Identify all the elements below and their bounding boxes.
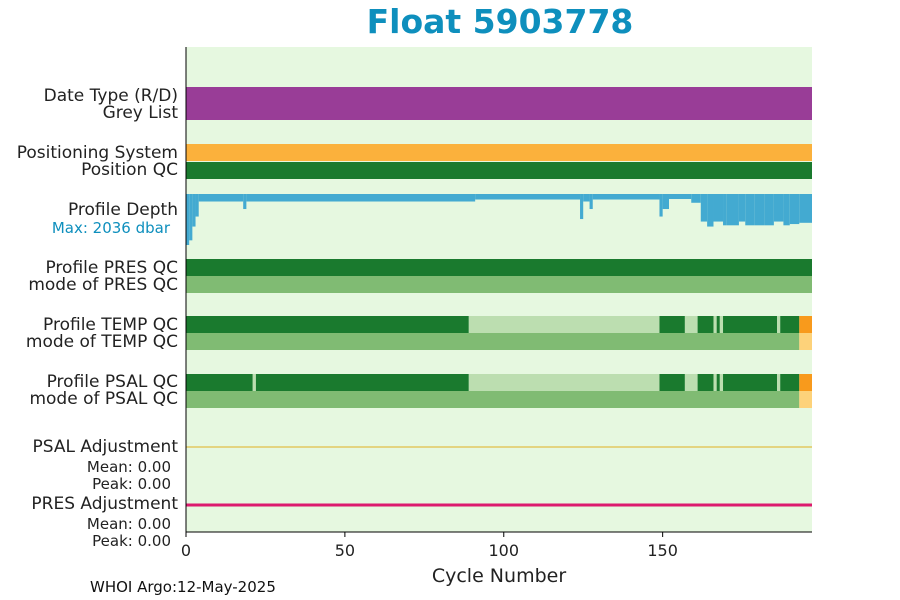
- depth-bar-25: [773, 194, 784, 222]
- depth-bar-2: [192, 194, 196, 227]
- psal-qc-bar-segment-12: [780, 374, 800, 391]
- row-label-date-type: Date Type (R/D): [43, 86, 178, 106]
- x-tick-label-100: 100: [488, 541, 519, 560]
- row-label-psal-qc: Profile PSAL QC: [46, 372, 178, 392]
- row-label-pres-mode: mode of PRES QC: [28, 275, 178, 295]
- depth-bar-10: [589, 194, 593, 210]
- psal-qc-bar-segment-8: [716, 374, 720, 391]
- psal-qc-bar-segment-13: [799, 374, 812, 391]
- psal-peak-label: Peak: 0.00: [92, 475, 171, 493]
- footer-credit: WHOI Argo:12-May-2025: [90, 578, 276, 596]
- depth-bar-26: [783, 194, 790, 226]
- x-tick-label-0: 0: [181, 541, 191, 560]
- pres-peak-label: Peak: 0.00: [92, 532, 171, 550]
- depth-bar-21: [738, 194, 746, 222]
- temp-qc-bar-segment-3: [684, 316, 698, 333]
- greylist-bar-segment-0: [186, 87, 812, 120]
- x-axis-label: Cycle Number: [431, 565, 567, 587]
- depth-bar-20: [726, 194, 739, 226]
- depth-bar-6: [246, 194, 476, 202]
- positioning-bar-segment-0: [186, 144, 812, 161]
- psal-qc-bar-segment-1: [252, 374, 256, 391]
- depth-bar-27: [789, 194, 800, 225]
- depth-bar-3: [195, 194, 199, 217]
- pres-mode-bar-segment-0: [186, 276, 812, 293]
- row-label-positioning-system: Positioning System: [16, 143, 178, 163]
- depth-bar-17: [707, 194, 714, 227]
- temp-qc-bar-segment-4: [697, 316, 714, 333]
- pres-qc-bar-segment-0: [186, 259, 812, 276]
- psal-qc-bar-segment-10: [723, 374, 778, 391]
- depth-bar-19: [723, 194, 727, 226]
- x-tick-label-50: 50: [335, 541, 355, 560]
- psal-qc-bar-segment-6: [697, 374, 714, 391]
- depth-bar-8: [580, 194, 584, 220]
- temp-mode-bar-segment-1: [799, 333, 812, 350]
- depth-bar-28: [799, 194, 812, 223]
- row-label-temp-qc: Profile TEMP QC: [43, 315, 178, 335]
- row-label-grey-list: Grey List: [102, 103, 178, 123]
- temp-qc-bar-segment-11: [799, 316, 812, 333]
- max-depth-label: Max: 2036 dbar: [51, 219, 170, 237]
- depth-bar-14: [669, 194, 692, 200]
- psal-qc-bar-segment-3: [468, 374, 660, 391]
- temp-qc-bar-segment-5: [713, 316, 717, 333]
- row-label-pres-qc: Profile PRES QC: [45, 258, 178, 278]
- depth-bar-5: [243, 194, 247, 210]
- temp-qc-bar-segment-10: [780, 316, 800, 333]
- psal-qc-bar-segment-7: [713, 374, 717, 391]
- position-qc-bar-segment-0: [186, 162, 812, 179]
- row-label-psal-adjustment: PSAL Adjustment: [32, 437, 178, 457]
- temp-qc-bar-segment-6: [716, 316, 720, 333]
- psal-mode-bar-segment-0: [186, 391, 800, 408]
- row-label-pres-adjustment: PRES Adjustment: [31, 494, 178, 514]
- chart-title: Float 5903778: [366, 2, 634, 41]
- row-label-position-qc: Position QC: [81, 160, 178, 180]
- row-label-psal-mode: mode of PSAL QC: [29, 389, 178, 409]
- depth-bar-15: [691, 194, 701, 203]
- temp-qc-bar-segment-2: [659, 316, 685, 333]
- psal-qc-bar-segment-4: [659, 374, 685, 391]
- row-label-profile-depth: Profile Depth: [67, 200, 178, 220]
- pres-mean-label: Mean: 0.00: [86, 515, 171, 533]
- temp-mode-bar-segment-0: [186, 333, 800, 350]
- temp-qc-bar-segment-0: [186, 316, 469, 333]
- depth-bar-24: [764, 194, 774, 226]
- row-label-temp-mode: mode of TEMP QC: [25, 332, 178, 352]
- psal-qc-bar-segment-9: [719, 374, 724, 391]
- temp-qc-bar-segment-1: [468, 316, 660, 333]
- temp-qc-bar-segment-9: [777, 316, 781, 333]
- temp-qc-bar-segment-8: [723, 316, 778, 333]
- psal-qc-bar-segment-5: [684, 374, 698, 391]
- psal-mean-label: Mean: 0.00: [86, 458, 171, 476]
- depth-bar-11: [592, 194, 660, 200]
- depth-bar-22: [745, 194, 755, 226]
- depth-bar-18: [713, 194, 724, 222]
- psal-mode-bar-segment-1: [799, 391, 812, 408]
- depth-bar-7: [475, 194, 581, 200]
- temp-qc-bar-segment-7: [719, 316, 724, 333]
- depth-bar-12: [659, 194, 663, 217]
- depth-bar-4: [198, 194, 244, 202]
- x-tick-label-150: 150: [647, 541, 678, 560]
- depth-bar-23: [754, 194, 765, 226]
- depth-bar-13: [662, 194, 670, 210]
- depth-bar-0: [186, 194, 190, 245]
- psal-qc-bar-segment-11: [777, 374, 781, 391]
- depth-bar-1: [189, 194, 193, 241]
- psal-qc-bar-segment-2: [255, 374, 469, 391]
- psal-qc-bar-segment-0: [186, 374, 253, 391]
- depth-bar-9: [583, 194, 590, 202]
- depth-bar-16: [700, 194, 708, 222]
